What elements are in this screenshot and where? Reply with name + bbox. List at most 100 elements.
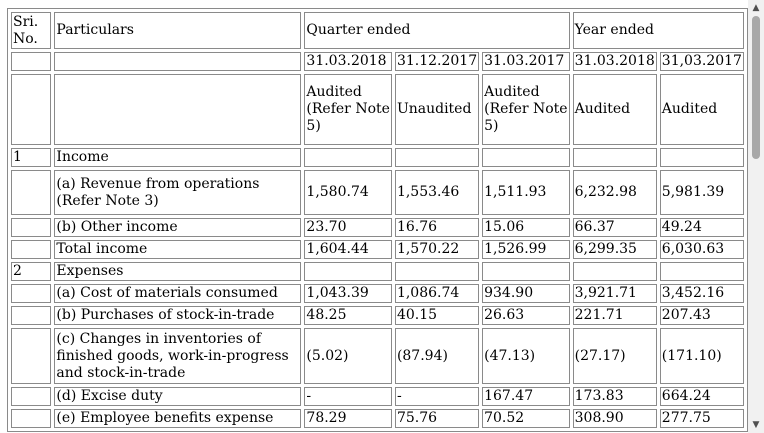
sr-no-header: Sri. No.: [11, 12, 52, 49]
value-cell: [304, 148, 392, 167]
scroll-down-icon[interactable]: ▼: [752, 420, 760, 430]
value-cell: 6,299.35: [572, 240, 657, 259]
sr-no-cell: 2: [11, 262, 52, 281]
value-cell: 6,232.98: [572, 170, 657, 215]
value-cell: 207.43: [659, 306, 744, 325]
header-row-dates: 31.03.2018 31.12.2017 31.03.2017 31.03.2…: [11, 52, 744, 71]
value-cell: [304, 262, 392, 281]
value-cell: 5,981.39: [659, 170, 744, 215]
particulars-cell: Income: [54, 148, 302, 167]
value-cell: 16.76: [394, 218, 480, 237]
table-row: (d) Excise duty - -167.47 173.83 664.24: [11, 387, 744, 406]
value-cell: (47.13): [482, 328, 570, 384]
particulars-cell: (e) Employee benefits expense: [54, 409, 302, 428]
value-cell: -: [394, 387, 480, 406]
value-cell: -: [304, 387, 392, 406]
table-viewport: Sri. No. Particulars Quarter ended Year …: [7, 8, 748, 432]
value-cell: [394, 262, 480, 281]
particulars-cell: (a) Cost of materials consumed: [54, 284, 302, 303]
sr-no-cell: [11, 218, 52, 237]
value-cell: 1,526.99: [482, 240, 570, 259]
table-row: (b) Other income 23.70 16.76 15.06 66.37 49.2…: [11, 218, 744, 237]
year-ended-header: Year ended: [572, 12, 744, 49]
table-row: (c) Changes in inventories of finished g…: [11, 328, 744, 384]
particulars-cell: Expenses: [54, 262, 302, 281]
particulars-cell: (b) Other income: [54, 218, 302, 237]
value-cell: 6,030.63: [659, 240, 744, 259]
value-cell: (5.02): [304, 328, 392, 384]
date-cell: 31.03.2018: [572, 52, 657, 71]
date-cell: 31.03.2017: [482, 52, 570, 71]
value-cell: 40.15: [394, 306, 480, 325]
value-cell: 49.24: [659, 218, 744, 237]
header-row-audit: Audited (Refer Note 5) Unaudited Audited…: [11, 74, 744, 145]
value-cell: 1,086.74: [394, 284, 480, 303]
value-cell: [572, 148, 657, 167]
value-cell: (171.10): [659, 328, 744, 384]
value-cell: 15.06: [482, 218, 570, 237]
quarter-ended-header: Quarter ended: [304, 12, 570, 49]
empty-cell: [54, 74, 302, 145]
scroll-up-icon[interactable]: ▲: [752, 3, 760, 13]
scroll-thumb[interactable]: [752, 16, 760, 159]
value-cell: 70.52: [482, 409, 570, 428]
value-cell: 221.71: [572, 306, 657, 325]
audit-status-cell: Audited: [659, 74, 744, 145]
empty-cell: [54, 52, 302, 71]
value-cell: 3,452.16: [659, 284, 744, 303]
particulars-cell: (c) Changes in inventories of finished g…: [54, 328, 302, 384]
date-cell: 31.03.2018: [304, 52, 392, 71]
table-body: 1 Income (a) Revenue from operations (Refe…: [11, 148, 744, 428]
value-cell: [572, 262, 657, 281]
financial-results-table: Sri. No. Particulars Quarter ended Year …: [7, 8, 748, 432]
particulars-cell: (b) Purchases of stock-in-trade: [54, 306, 302, 325]
date-cell: 31.12.2017: [394, 52, 480, 71]
sr-no-cell: [11, 306, 52, 325]
table-row: Total income 1,604.44 1,570.22 1,526.99 6,29…: [11, 240, 744, 259]
table-row: (a) Cost of materials consumed 1,043.39 1,…: [11, 284, 744, 303]
value-cell: 308.90: [572, 409, 657, 428]
table-row: (b) Purchases of stock-in-trade 48.25 40.1…: [11, 306, 744, 325]
audit-status-cell: Audited: [572, 74, 657, 145]
header-row-1: Sri. No. Particulars Quarter ended Year …: [11, 12, 744, 49]
value-cell: 3,921.71: [572, 284, 657, 303]
value-cell: [482, 262, 570, 281]
value-cell: 167.47: [482, 387, 570, 406]
value-cell: 1,580.74: [304, 170, 392, 215]
value-cell: 664.24: [659, 387, 744, 406]
value-cell: 1,043.39: [304, 284, 392, 303]
value-cell: 75.76: [394, 409, 480, 428]
value-cell: (27.17): [572, 328, 657, 384]
audit-status-cell: Unaudited: [394, 74, 480, 145]
particulars-cell: Total income: [54, 240, 302, 259]
value-cell: 66.37: [572, 218, 657, 237]
value-cell: 1,511.93: [482, 170, 570, 215]
sr-no-cell: [11, 284, 52, 303]
sr-no-cell: [11, 240, 52, 259]
empty-cell: [11, 52, 52, 71]
value-cell: 1,570.22: [394, 240, 480, 259]
sr-no-cell: [11, 409, 52, 428]
sr-no-cell: [11, 328, 52, 384]
value-cell: [659, 262, 744, 281]
table-row: (a) Revenue from operations (Refer Note …: [11, 170, 744, 215]
value-cell: 1,604.44: [304, 240, 392, 259]
value-cell: [394, 148, 480, 167]
vertical-scrollbar[interactable]: ▲ ▼: [748, 0, 764, 433]
table-row: 1 Income: [11, 148, 744, 167]
audit-status-cell: Audited (Refer Note 5): [304, 74, 392, 145]
value-cell: 78.29: [304, 409, 392, 428]
empty-cell: [11, 74, 52, 145]
value-cell: 173.83: [572, 387, 657, 406]
value-cell: 277.75: [659, 409, 744, 428]
table-row: (e) Employee benefits expense 78.29 75.76 7…: [11, 409, 744, 428]
value-cell: [659, 148, 744, 167]
value-cell: 26.63: [482, 306, 570, 325]
sr-no-cell: 1: [11, 148, 52, 167]
value-cell: 48.25: [304, 306, 392, 325]
particulars-cell: (a) Revenue from operations (Refer Note …: [54, 170, 302, 215]
value-cell: 1,553.46: [394, 170, 480, 215]
date-cell: 31,03.2017: [659, 52, 744, 71]
particulars-cell: (d) Excise duty: [54, 387, 302, 406]
sr-no-cell: [11, 170, 52, 215]
